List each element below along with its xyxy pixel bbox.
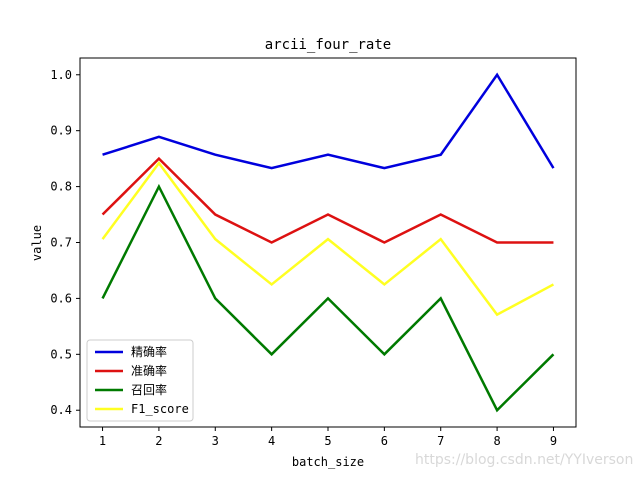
y-axis-label: value <box>30 225 44 261</box>
legend-label: F1_score <box>131 402 189 416</box>
x-tick-label: 9 <box>550 434 557 448</box>
x-tick-label: 1 <box>99 434 106 448</box>
x-tick-label: 7 <box>437 434 444 448</box>
legend-label: 精确率 <box>131 344 167 359</box>
y-axis-ticks: 0.4 0.5 0.6 0.7 0.8 0.9 1.0 <box>50 68 80 417</box>
legend-box <box>86 339 194 422</box>
y-tick-label: 0.5 <box>50 347 72 361</box>
chart-title: arcii_four_rate <box>265 37 391 53</box>
series-line <box>101 156 554 244</box>
x-tick-label: 3 <box>212 434 219 448</box>
x-axis-ticks: 1 2 3 4 5 6 7 8 9 <box>99 427 557 448</box>
x-tick-label: 6 <box>381 434 388 448</box>
y-tick-label: 0.4 <box>50 403 72 417</box>
series-line <box>102 72 555 170</box>
y-tick-label: 0.7 <box>50 236 72 250</box>
series-line <box>101 161 555 317</box>
x-tick-label: 4 <box>268 434 275 448</box>
legend-label: 召回率 <box>131 382 167 397</box>
y-tick-label: 0.6 <box>50 291 72 305</box>
x-tick-label: 5 <box>324 434 331 448</box>
legend-label: 准确率 <box>131 363 167 378</box>
x-axis-label: batch_size <box>292 455 364 469</box>
series-line <box>101 183 555 413</box>
x-tick-label: 2 <box>155 434 162 448</box>
x-tick-label: 8 <box>493 434 500 448</box>
watermark: https://blog.csdn.net/YYIverson <box>415 452 634 468</box>
y-tick-label: 0.8 <box>50 180 72 194</box>
series-layer <box>101 72 555 413</box>
y-tick-label: 0.9 <box>50 124 72 138</box>
y-tick-label: 1.0 <box>50 68 72 82</box>
